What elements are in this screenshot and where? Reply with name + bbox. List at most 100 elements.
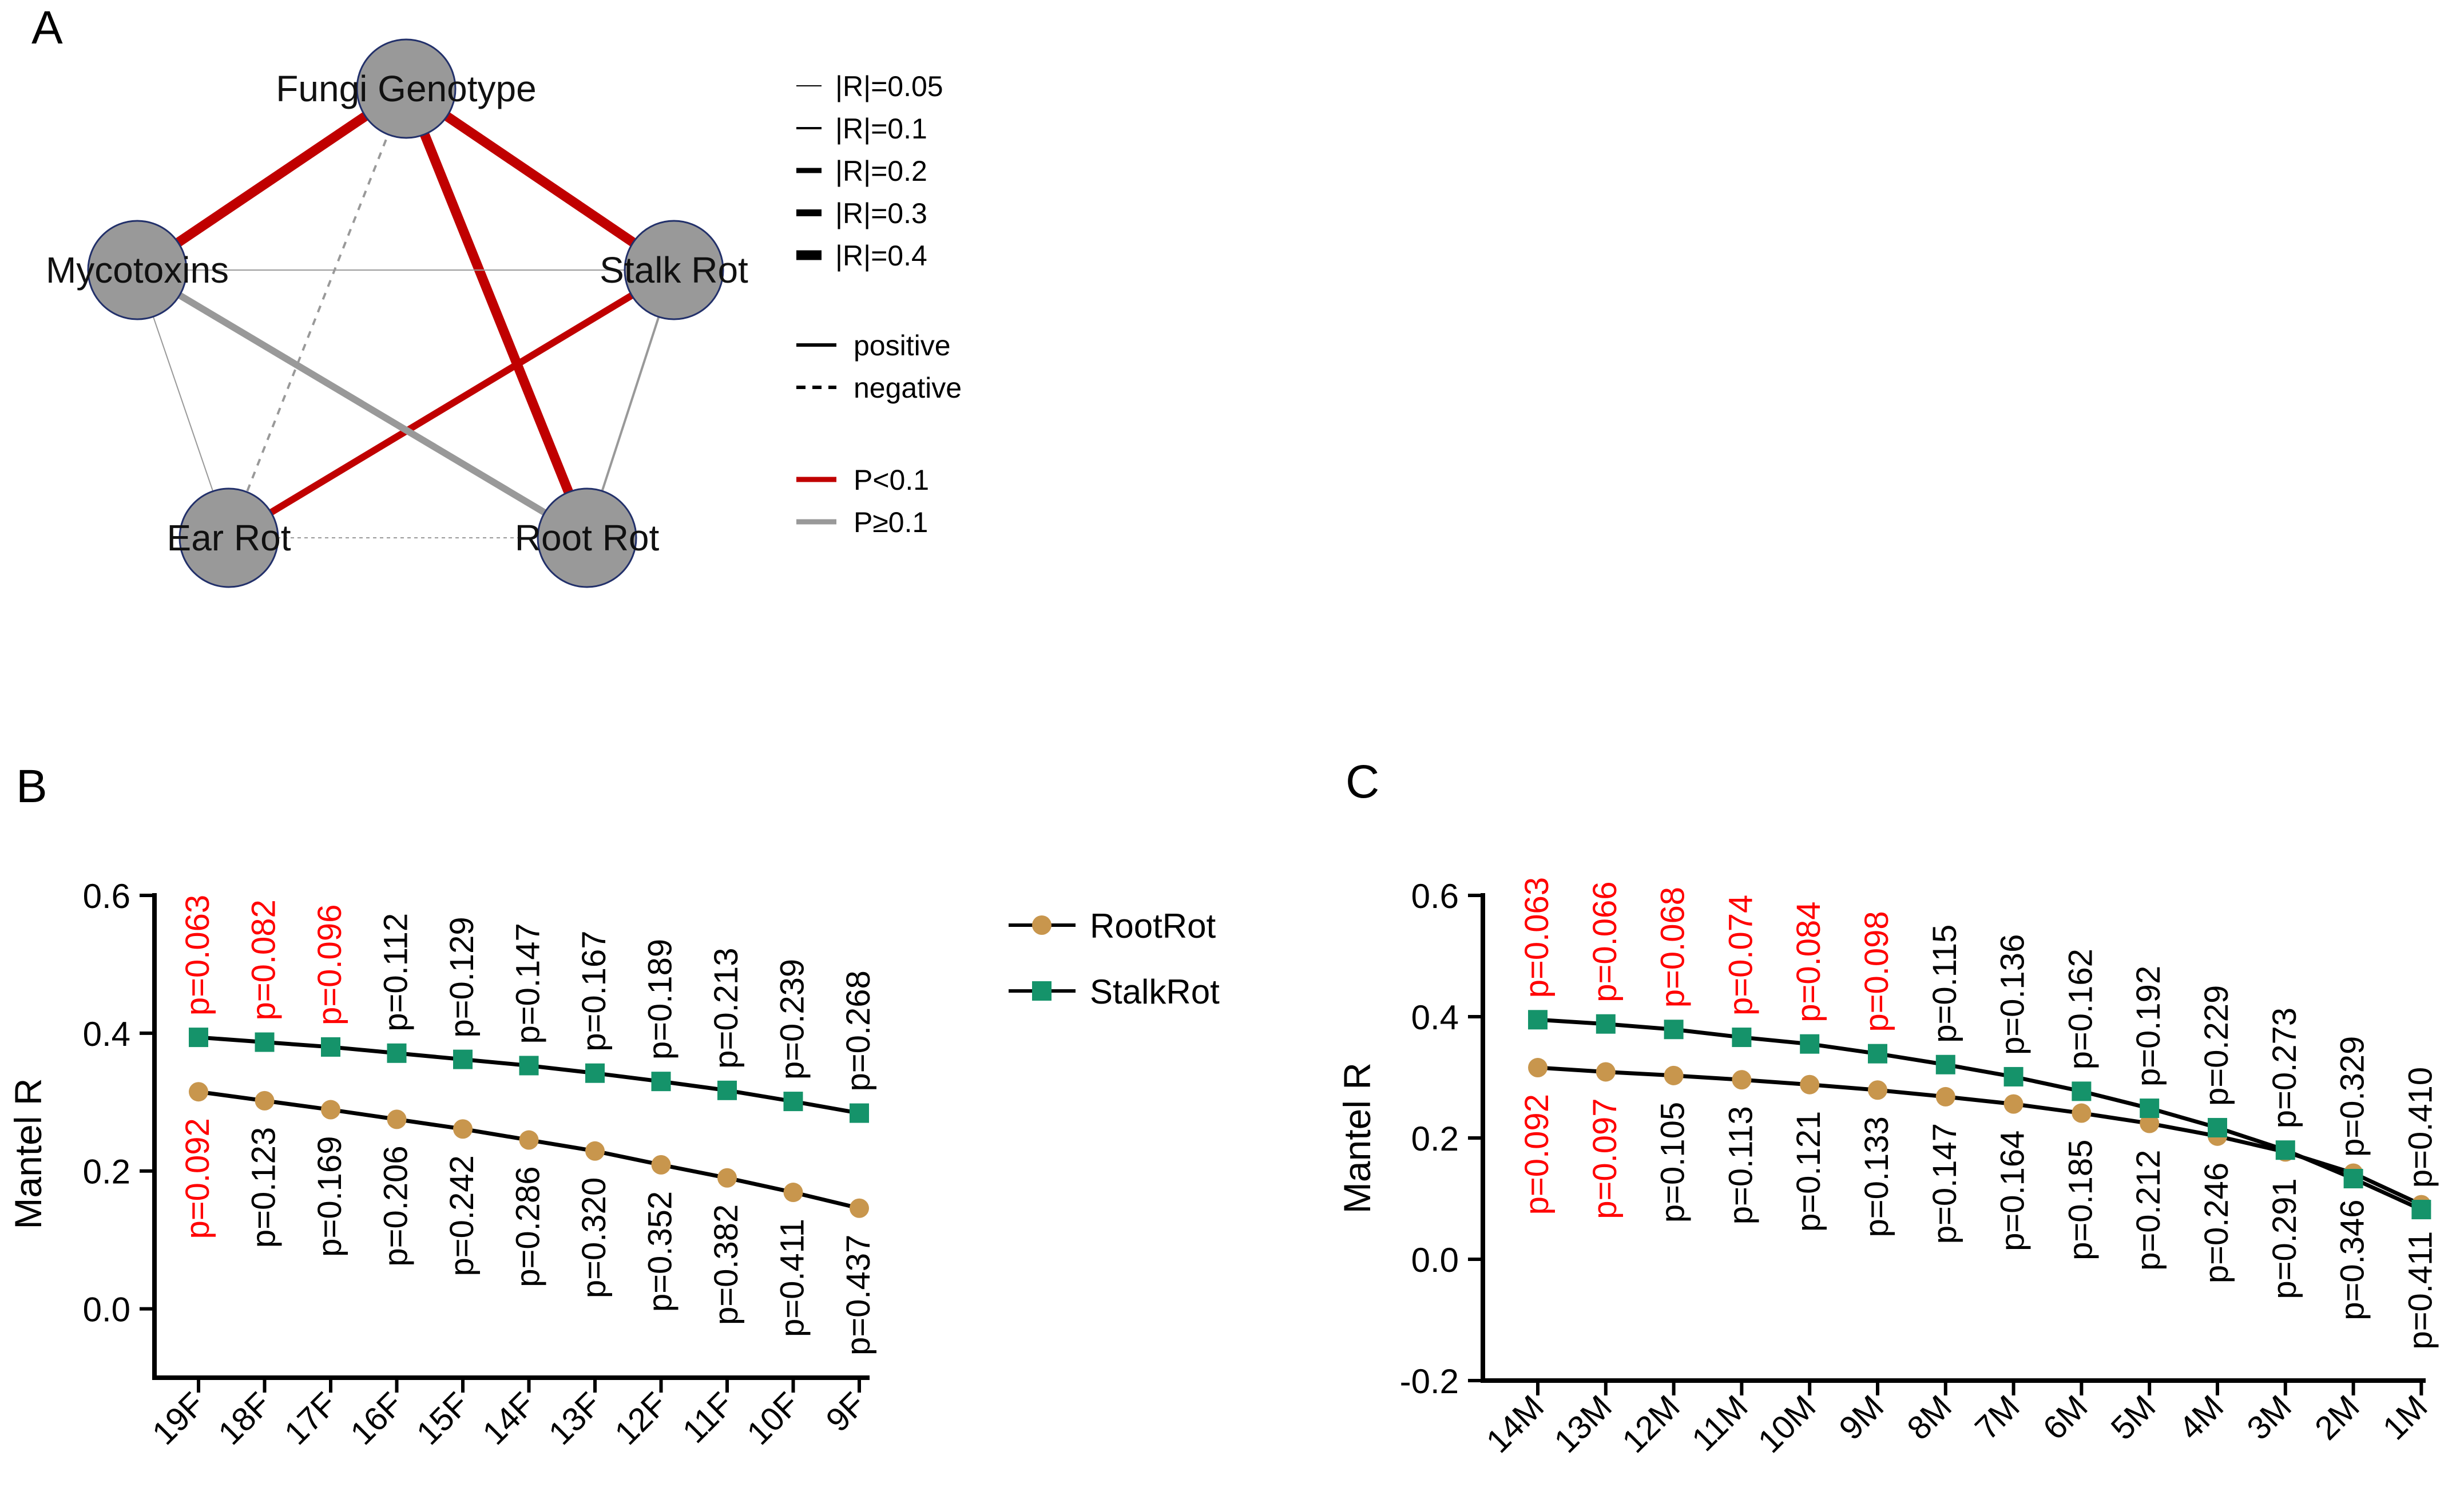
- point-stalkrot: [2275, 1140, 2295, 1160]
- p-label-stalkrot: p=0.063: [1518, 877, 1556, 998]
- p-label-stalkrot: p=0.129: [443, 917, 481, 1037]
- legend-marker-stalkrot: [1032, 981, 1052, 1001]
- legend-label-rootrot: RootRot: [1090, 907, 1216, 945]
- point-stalkrot: [651, 1072, 671, 1092]
- p-label-stalkrot: p=0.167: [576, 930, 613, 1051]
- p-label-rootrot: p=0.092: [179, 1118, 216, 1239]
- point-stalkrot: [717, 1080, 737, 1100]
- p-label-rootrot: p=0.147: [1926, 1123, 1963, 1244]
- point-rootrot: [1596, 1062, 1616, 1082]
- p-label-stalkrot: p=0.068: [1654, 887, 1692, 1008]
- point-stalkrot: [2140, 1099, 2160, 1119]
- p-label-rootrot: p=0.097: [1586, 1098, 1624, 1219]
- y-tick-label: 0.2: [83, 1153, 130, 1191]
- point-stalkrot: [585, 1063, 605, 1083]
- point-stalkrot: [2411, 1200, 2431, 1220]
- p-label-rootrot: p=0.411: [2402, 1231, 2439, 1350]
- p-label-rootrot: p=0.411: [774, 1219, 811, 1337]
- edge-fungi-genotype-stalk-rot: [403, 84, 677, 275]
- p-label-stalkrot: p=0.239: [774, 959, 811, 1080]
- legend-width-label: |R|=0.4: [835, 240, 927, 272]
- point-rootrot: [321, 1100, 340, 1120]
- legend-p-label: P<0.1: [854, 464, 929, 496]
- point-rootrot: [2003, 1094, 2023, 1114]
- point-rootrot: [453, 1119, 473, 1139]
- point-rootrot: [651, 1155, 671, 1175]
- p-label-rootrot: p=0.113: [1722, 1106, 1759, 1224]
- p-label-rootrot: p=0.352: [642, 1191, 679, 1312]
- point-stalkrot: [321, 1037, 340, 1057]
- p-label-stalkrot: p=0.189: [642, 939, 679, 1060]
- p-label-rootrot: p=0.346: [2334, 1199, 2371, 1320]
- line-stalkrot: [1537, 1017, 2422, 1212]
- p-label-rootrot: p=0.105: [1654, 1102, 1692, 1223]
- p-label-stalkrot: p=0.329: [2334, 1036, 2371, 1157]
- point-stalkrot: [387, 1043, 407, 1063]
- point-rootrot: [255, 1090, 275, 1111]
- node-mycotoxins: [87, 220, 188, 320]
- point-stalkrot: [255, 1032, 275, 1052]
- legend-width-label: |R|=0.3: [835, 197, 927, 229]
- point-stalkrot: [2003, 1066, 2023, 1086]
- node-fungi-genotype: [356, 38, 457, 139]
- legend-sign-label: negative: [854, 372, 962, 404]
- p-label-stalkrot: p=0.063: [179, 895, 216, 1016]
- point-stalkrot: [2072, 1081, 2092, 1101]
- p-label-stalkrot: p=0.229: [2198, 985, 2235, 1106]
- p-label-stalkrot: p=0.136: [1994, 934, 2031, 1055]
- edge-mycotoxins-root-rot: [135, 267, 589, 541]
- point-rootrot: [1800, 1074, 1820, 1095]
- p-label-rootrot: p=0.212: [2130, 1150, 2167, 1271]
- point-stalkrot: [2343, 1169, 2363, 1189]
- point-rootrot: [189, 1082, 208, 1102]
- p-label-stalkrot: p=0.162: [2062, 949, 2099, 1069]
- panel-label-b: B: [16, 760, 47, 812]
- point-rootrot: [1732, 1070, 1752, 1090]
- point-rootrot: [519, 1130, 539, 1150]
- point-stalkrot: [850, 1103, 869, 1123]
- y-tick-label: 0.6: [83, 877, 130, 915]
- point-stalkrot: [453, 1049, 473, 1069]
- legend-p-label: P≥0.1: [854, 506, 928, 538]
- node-label-ear-rot: Ear Rot: [167, 517, 291, 558]
- point-rootrot: [1528, 1058, 1548, 1078]
- p-label-stalkrot: p=0.410: [2402, 1067, 2439, 1188]
- node-label-stalk-rot: Stalk Rot: [600, 249, 748, 291]
- point-rootrot: [585, 1141, 605, 1161]
- legend-marker-rootrot: [1032, 915, 1052, 935]
- y-tick-label: 0.4: [83, 1015, 130, 1053]
- p-label-stalkrot: p=0.268: [840, 970, 877, 1091]
- point-rootrot: [783, 1183, 803, 1203]
- legend-width-label: |R|=0.2: [835, 155, 927, 187]
- p-label-stalkrot: p=0.273: [2266, 1008, 2303, 1128]
- point-stalkrot: [1800, 1034, 1820, 1054]
- y-axis-label: Mantel R: [1336, 1062, 1378, 1214]
- edge-stalk-rot-ear-rot: [227, 267, 676, 541]
- p-label-rootrot: p=0.185: [2062, 1140, 2099, 1260]
- point-stalkrot: [1596, 1014, 1616, 1034]
- legend-width-label: |R|=0.05: [835, 70, 943, 102]
- line-rootrot: [1537, 1065, 2422, 1207]
- point-rootrot: [717, 1168, 737, 1188]
- edge-fungi-genotype-ear-rot: [228, 88, 407, 538]
- panel-label-c: C: [1346, 756, 1380, 808]
- point-stalkrot: [189, 1028, 208, 1048]
- point-stalkrot: [1868, 1044, 1887, 1064]
- node-ear-rot: [178, 487, 279, 588]
- p-label-stalkrot: p=0.066: [1586, 881, 1624, 1002]
- p-label-stalkrot: p=0.192: [2130, 966, 2167, 1086]
- edge-fungi-genotype-mycotoxins: [134, 84, 409, 275]
- p-label-stalkrot: p=0.213: [708, 948, 745, 1069]
- p-label-stalkrot: p=0.115: [1926, 925, 1963, 1043]
- node-label-fungi-genotype: Fungi Genotype: [276, 68, 536, 109]
- point-stalkrot: [1935, 1054, 1955, 1074]
- p-label-rootrot: p=0.169: [311, 1136, 348, 1257]
- point-rootrot: [1935, 1086, 1955, 1107]
- legend-label-stalkrot: StalkRot: [1090, 973, 1220, 1011]
- p-label-rootrot: p=0.382: [708, 1204, 745, 1325]
- y-axis-label: Mantel R: [7, 1078, 49, 1229]
- p-label-stalkrot: p=0.096: [311, 905, 348, 1025]
